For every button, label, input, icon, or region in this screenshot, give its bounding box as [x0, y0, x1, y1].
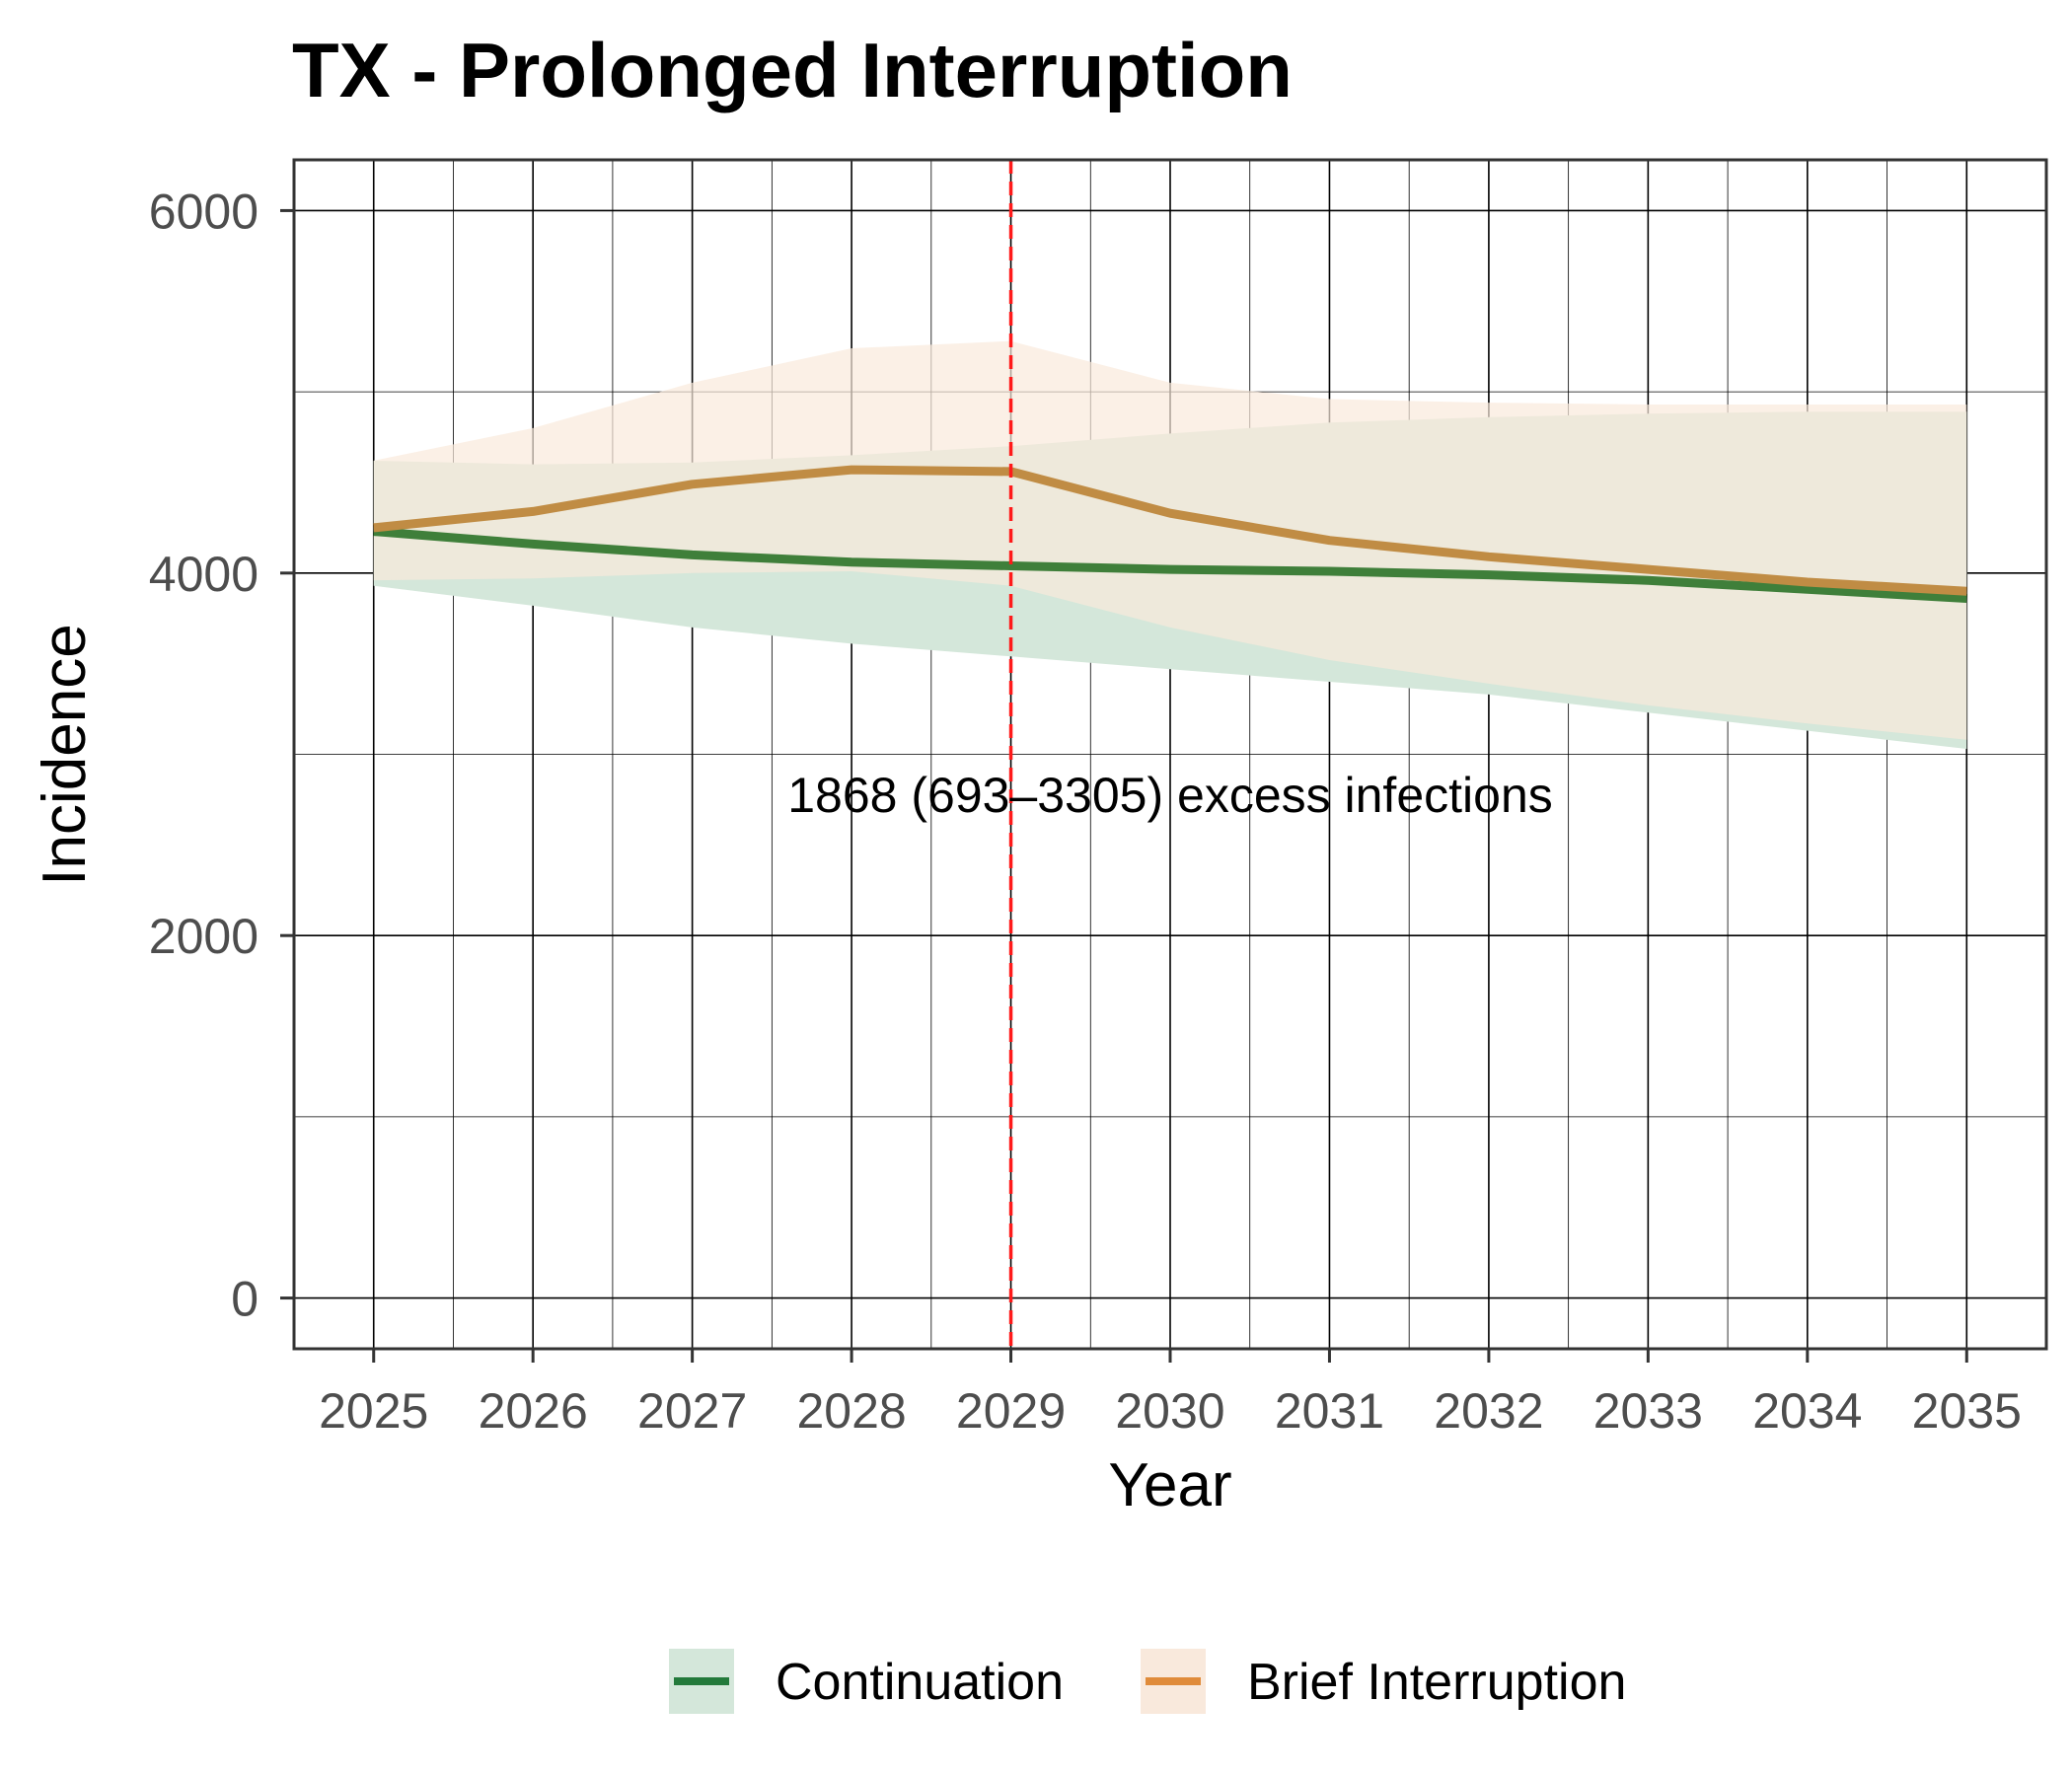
y-axis-title: Incidence — [31, 624, 99, 885]
series-line-brief-interruption — [373, 465, 1967, 596]
x-tick-label: 2031 — [1275, 1383, 1384, 1439]
y-tick-label: 6000 — [149, 184, 259, 239]
ribbon-brief-interruption — [373, 340, 1967, 740]
x-tick-label: 2035 — [1912, 1383, 2022, 1439]
x-tick-label: 2034 — [1752, 1383, 1862, 1439]
x-tick-label: 2028 — [796, 1383, 906, 1439]
chart-title: TX - Prolonged Interruption — [292, 27, 1293, 113]
legend: Continuation Brief Interruption — [669, 1649, 1626, 1714]
x-tick-label: 2026 — [479, 1383, 588, 1439]
y-tick-label: 0 — [231, 1272, 259, 1327]
y-tick-label: 4000 — [149, 547, 259, 602]
x-tick-label: 2027 — [637, 1383, 747, 1439]
x-axis-title: Year — [1108, 1451, 1231, 1519]
x-tick-label: 2030 — [1115, 1383, 1224, 1439]
annotation-text: 1868 (693–3305) excess infections — [787, 768, 1553, 823]
x-tick-label: 2033 — [1593, 1383, 1703, 1439]
legend-label: Continuation — [776, 1654, 1064, 1711]
x-tick-label: 2029 — [956, 1383, 1066, 1439]
series-line-continuation — [373, 527, 1967, 603]
x-tick-label: 2032 — [1434, 1383, 1543, 1439]
legend-label: Brief Interruption — [1247, 1654, 1626, 1711]
plot-panel: 1868 (693–3305) excess infections 2025 202… — [149, 158, 2048, 1439]
x-tick-label: 2025 — [319, 1383, 428, 1439]
y-tick-label: 2000 — [149, 909, 259, 964]
